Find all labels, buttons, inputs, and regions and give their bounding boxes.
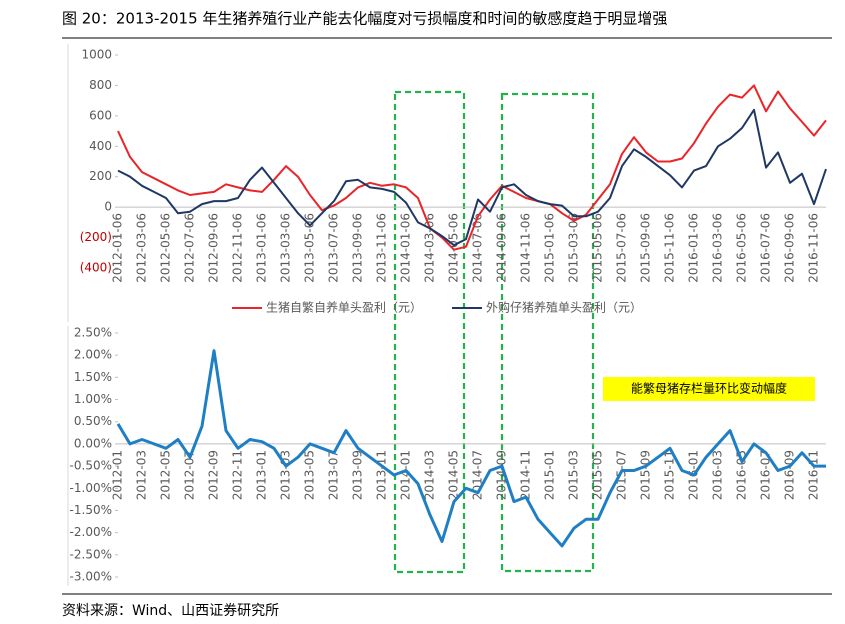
x-tick-label: 2016-03 [711, 450, 725, 500]
x-tick-label: 2015-01-06 [543, 213, 557, 283]
y-tick-label: (400) [80, 261, 112, 275]
legend-box [603, 377, 815, 401]
x-tick-label: 2012-11-06 [231, 213, 245, 283]
x-tick-label: 2016-01-06 [687, 213, 701, 283]
y-tick-label: 1.50% [74, 370, 112, 384]
x-tick-label: 2013-07-06 [327, 213, 341, 283]
y-tick-label: -2.00% [70, 525, 112, 539]
x-tick-label: 2012-03-06 [135, 213, 149, 283]
y-tick-label: 0.00% [74, 436, 112, 450]
x-tick-label: 2012-05 [159, 450, 173, 500]
x-tick-label: 2016-03-06 [711, 213, 725, 283]
series-line [116, 349, 826, 548]
x-tick-label: 2016-11-06 [807, 213, 821, 283]
x-tick-label: 2016-05 [735, 450, 749, 500]
x-tick-label: 2014-09 [495, 450, 509, 500]
x-tick-label: 2015-05-06 [591, 213, 605, 283]
y-tick-label: 0.50% [74, 414, 112, 428]
x-tick-label: 2014-05 [447, 450, 461, 500]
y-tick-label: -0.50% [70, 459, 112, 473]
x-tick-label: 2015-09-06 [639, 213, 653, 283]
x-tick-label: 2013-05 [303, 450, 317, 500]
y-tick-label: -3.00% [70, 570, 112, 584]
figure-title: 图 20：2013-2015 年生猪养殖行业产能去化幅度对亏损幅度和时间的敏感度… [62, 10, 667, 28]
source-note: 资料来源：Wind、山西证券研究所 [62, 603, 279, 619]
y-tick-label: 1.00% [74, 392, 112, 406]
x-tick-label: 2013-01 [255, 450, 269, 500]
x-tick-label: 2013-03-06 [279, 213, 293, 283]
x-tick-label: 2016-05-06 [735, 213, 749, 283]
y-tick-label: -1.50% [70, 503, 112, 517]
x-tick-label: 2013-09 [351, 450, 365, 500]
x-tick-label: 2015-05 [591, 450, 605, 500]
x-tick-label: 2015-07 [615, 450, 629, 500]
x-tick-label: 2012-01 [111, 450, 125, 500]
x-tick-label: 2016-11 [807, 450, 821, 500]
highlight-box [393, 90, 466, 574]
x-tick-label: 2015-09 [639, 450, 653, 500]
x-tick-label: 2014-11 [519, 450, 533, 500]
y-tick-label: -2.50% [70, 547, 112, 561]
y-tick-label: 200 [89, 169, 112, 183]
highlight-box [500, 92, 595, 573]
x-tick-label: 2015-03 [567, 450, 581, 500]
x-tick-label: 2012-07 [183, 450, 197, 500]
x-tick-label: 2012-05-06 [159, 213, 173, 283]
x-tick-label: 2012-11 [231, 450, 245, 500]
series-line [117, 84, 827, 251]
x-tick-label: 2016-09 [783, 450, 797, 500]
x-tick-label: 2016-07 [759, 450, 773, 500]
x-tick-label: 2016-09-06 [783, 213, 797, 283]
x-tick-label: 2013-11 [375, 450, 389, 500]
x-tick-label: 2016-07-06 [759, 213, 773, 283]
y-tick-label: 400 [89, 139, 112, 153]
y-tick-label: 800 [89, 78, 112, 92]
x-tick-label: 2015-11 [663, 450, 677, 500]
x-tick-label: 2014-01-06 [399, 213, 413, 283]
x-tick-label: 2013-11-06 [375, 213, 389, 283]
y-tick-label: 2.00% [74, 348, 112, 362]
x-tick-label: 2012-09 [207, 450, 221, 500]
x-tick-label: 2014-07-06 [471, 213, 485, 283]
y-tick-label: 600 [89, 108, 112, 122]
x-tick-label: 2015-03-06 [567, 213, 581, 283]
x-tick-label: 2013-01-06 [255, 213, 269, 283]
x-tick-label: 2012-09-06 [207, 213, 221, 283]
x-tick-label: 2014-11-06 [519, 213, 533, 283]
legend-label: 能繁母猪存栏量环比变动幅度 [631, 381, 787, 396]
x-tick-label: 2014-01 [399, 450, 413, 500]
y-tick-label: 1000 [81, 48, 112, 62]
y-tick-label: 0 [104, 200, 112, 214]
x-tick-label: 2012-01-06 [111, 213, 125, 283]
x-tick-label: 2014-03-06 [423, 213, 437, 283]
x-tick-label: 2014-03 [423, 450, 437, 500]
y-tick-label: (200) [80, 230, 112, 244]
x-tick-label: 2014-09-06 [495, 213, 509, 283]
x-tick-label: 2012-07-06 [183, 213, 197, 283]
x-tick-label: 2013-07 [327, 450, 341, 500]
legend-label: 生猪自繁自养单头盈利（元） [266, 300, 422, 315]
x-tick-label: 2015-11-06 [663, 213, 677, 283]
x-tick-label: 2013-09-06 [351, 213, 365, 283]
x-tick-label: 2015-07-06 [615, 213, 629, 283]
series-line [117, 108, 827, 247]
y-tick-label: 2.50% [74, 326, 112, 340]
y-tick-label: -1.00% [70, 481, 112, 495]
legend-label: 外购仔猪养殖单头盈利（元） [486, 300, 642, 315]
x-tick-label: 2015-01 [543, 450, 557, 500]
x-tick-label: 2013-05-06 [303, 213, 317, 283]
x-tick-label: 2012-03 [135, 450, 149, 500]
